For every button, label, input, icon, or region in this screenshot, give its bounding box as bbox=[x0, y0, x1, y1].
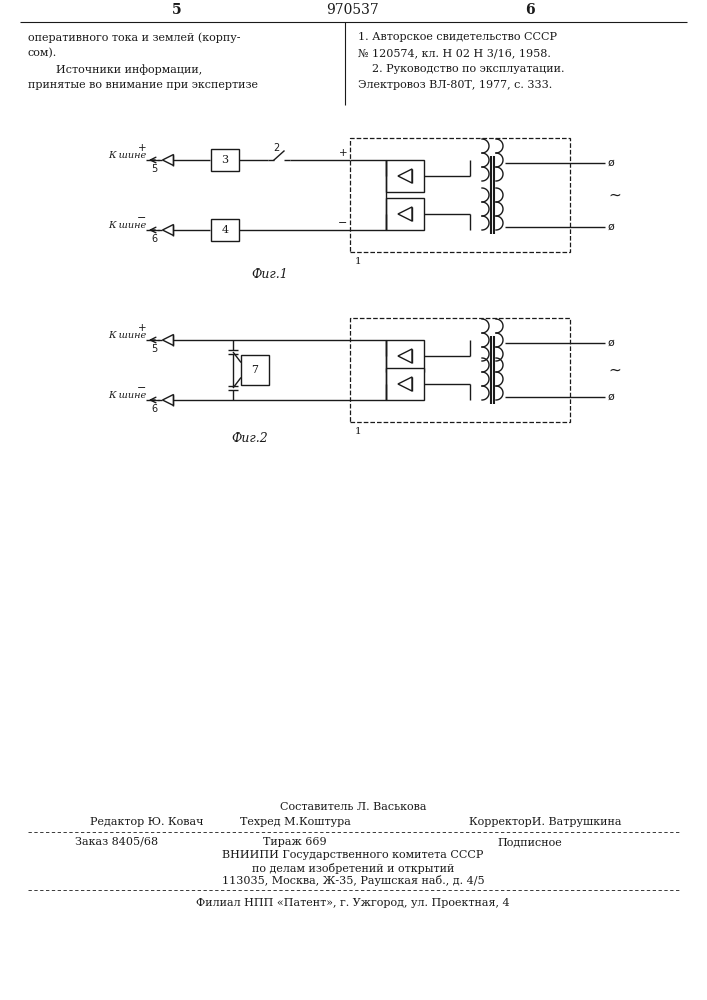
Bar bbox=[241, 355, 269, 385]
Text: Редактор Ю. Ковач: Редактор Ю. Ковач bbox=[90, 817, 204, 827]
Text: К шине: К шине bbox=[108, 391, 146, 400]
Text: Техред М.Коштура: Техред М.Коштура bbox=[240, 817, 351, 827]
Text: −: − bbox=[137, 213, 146, 223]
Text: 2. Руководство по эксплуатации.: 2. Руководство по эксплуатации. bbox=[358, 64, 564, 74]
Text: ø: ø bbox=[608, 338, 615, 348]
Bar bbox=[211, 219, 239, 241]
Polygon shape bbox=[398, 377, 412, 391]
Polygon shape bbox=[398, 207, 412, 221]
Text: 5: 5 bbox=[173, 3, 182, 17]
Polygon shape bbox=[398, 349, 412, 363]
Polygon shape bbox=[163, 334, 173, 346]
Polygon shape bbox=[163, 154, 173, 165]
Text: 5: 5 bbox=[151, 344, 157, 354]
Text: Подписное: Подписное bbox=[498, 837, 562, 847]
Text: 5: 5 bbox=[151, 164, 157, 174]
Text: принятые во внимание при экспертизе: принятые во внимание при экспертизе bbox=[28, 80, 258, 90]
Text: Источники информации,: Источники информации, bbox=[28, 64, 202, 75]
Text: 1: 1 bbox=[355, 256, 361, 265]
Text: 6: 6 bbox=[151, 234, 157, 244]
Bar bbox=[211, 149, 239, 171]
Text: ø: ø bbox=[608, 158, 615, 168]
Text: сом).: сом). bbox=[28, 48, 57, 58]
Text: ~: ~ bbox=[608, 188, 621, 202]
Text: Филиал НПП «Патент», г. Ужгород, ул. Проектная, 4: Филиал НПП «Патент», г. Ужгород, ул. Про… bbox=[196, 898, 510, 908]
Bar bbox=[350, 138, 570, 252]
Text: −: − bbox=[339, 218, 348, 228]
Text: 970537: 970537 bbox=[327, 3, 380, 17]
Text: КорректорИ. Ватрушкина: КорректорИ. Ватрушкина bbox=[469, 817, 621, 827]
Text: оперативного тока и землей (корпу-: оперативного тока и землей (корпу- bbox=[28, 32, 240, 43]
Text: Фиг.1: Фиг.1 bbox=[252, 268, 288, 282]
Text: +: + bbox=[138, 323, 146, 333]
Text: 1: 1 bbox=[355, 426, 361, 436]
Bar bbox=[386, 160, 424, 192]
Text: ø: ø bbox=[608, 222, 615, 232]
Bar bbox=[386, 198, 424, 230]
Text: Заказ 8405/68: Заказ 8405/68 bbox=[75, 837, 158, 847]
Text: ВНИИПИ Государственного комитета СССР: ВНИИПИ Государственного комитета СССР bbox=[222, 850, 484, 860]
Text: К шине: К шине bbox=[108, 222, 146, 231]
Text: Составитель Л. Васькова: Составитель Л. Васькова bbox=[280, 802, 426, 812]
Bar bbox=[386, 368, 424, 400]
Text: −: − bbox=[137, 383, 146, 393]
Text: по делам изобретений и открытий: по делам изобретений и открытий bbox=[252, 862, 454, 874]
Text: Электровоз ВЛ-80Т, 1977, с. 333.: Электровоз ВЛ-80Т, 1977, с. 333. bbox=[358, 80, 552, 90]
Polygon shape bbox=[163, 225, 173, 235]
Polygon shape bbox=[398, 169, 412, 183]
Text: 2: 2 bbox=[273, 143, 279, 153]
Text: Фиг.2: Фиг.2 bbox=[232, 432, 269, 444]
Text: 113035, Москва, Ж-35, Раушская наб., д. 4/5: 113035, Москва, Ж-35, Раушская наб., д. … bbox=[222, 876, 484, 886]
Text: Тираж 669: Тираж 669 bbox=[263, 837, 327, 847]
Polygon shape bbox=[163, 394, 173, 406]
Text: К шине: К шине bbox=[108, 151, 146, 160]
Text: +: + bbox=[138, 143, 146, 153]
Text: ~: ~ bbox=[608, 362, 621, 377]
Bar bbox=[386, 340, 424, 372]
Text: К шине: К шине bbox=[108, 332, 146, 340]
Text: 1. Авторское свидетельство СССР: 1. Авторское свидетельство СССР bbox=[358, 32, 557, 42]
Text: 4: 4 bbox=[221, 225, 228, 235]
Text: ø: ø bbox=[608, 392, 615, 402]
Text: 3: 3 bbox=[221, 155, 228, 165]
Text: 7: 7 bbox=[252, 365, 259, 375]
Text: 6: 6 bbox=[525, 3, 534, 17]
Text: № 120574, кл. Н 02 Н 3/16, 1958.: № 120574, кл. Н 02 Н 3/16, 1958. bbox=[358, 48, 551, 58]
Text: +: + bbox=[339, 148, 347, 158]
Text: 6: 6 bbox=[151, 404, 157, 414]
Bar bbox=[350, 318, 570, 422]
